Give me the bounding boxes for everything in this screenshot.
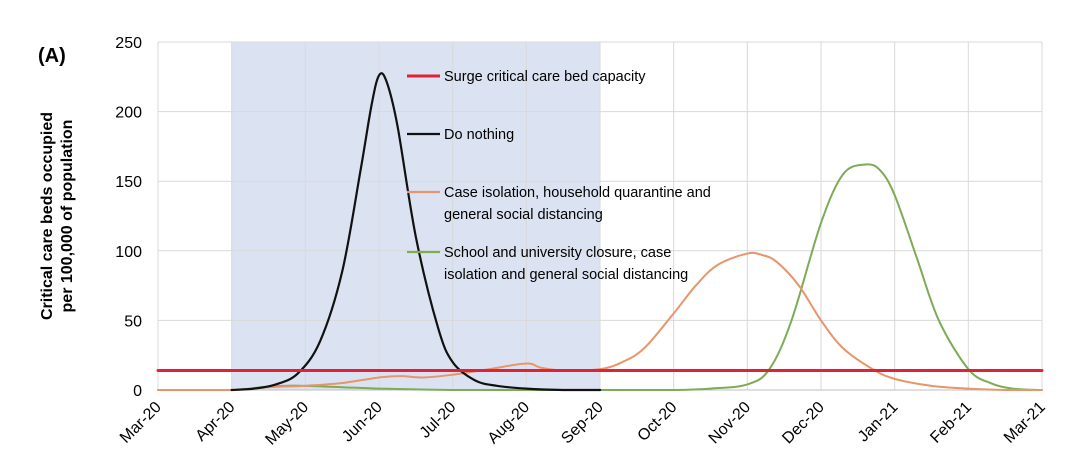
x-tick-label: Dec-20	[779, 399, 828, 448]
gridlines	[157, 41, 1043, 391]
x-tick-label: Feb-21	[927, 399, 975, 447]
legend: Surge critical care bed capacity Do nothi…	[407, 69, 711, 283]
legend-label-0: Surge critical care bed capacity	[444, 69, 646, 85]
x-tick-label: Oct-20	[635, 399, 681, 445]
legend-label-2: Case isolation, household quarantine and	[444, 185, 711, 201]
y-tick-label: 150	[115, 174, 142, 191]
series-lines	[156, 72, 1044, 392]
x-tick-label: Mar-20	[117, 399, 165, 447]
legend-label-1: Do nothing	[444, 127, 514, 143]
panel-label: (A)	[38, 45, 66, 67]
x-tick-label: Jul-20	[417, 399, 460, 442]
y-axis-label: Critical care beds occupied per 100,000 …	[39, 112, 76, 320]
x-tick-label: Jan-21	[855, 399, 902, 446]
y-tick-label: 250	[115, 35, 142, 52]
x-tick-label: Mar-21	[1001, 399, 1049, 447]
y-tick-label: 50	[124, 313, 142, 330]
x-tick-label: May-20	[262, 399, 312, 449]
legend-label-3: School and university closure, case	[444, 245, 671, 261]
x-tick-label: Apr-20	[193, 399, 239, 445]
intervention-period-shading	[231, 42, 600, 390]
y-tick-label: 0	[133, 383, 142, 400]
y-tick-label: 200	[115, 105, 142, 122]
x-tick-label: Nov-20	[706, 399, 755, 448]
legend-label-3: isolation and general social distancing	[444, 267, 688, 283]
y-tick-label: 100	[115, 244, 142, 261]
y-axis-label-line-1: Critical care beds occupied	[39, 112, 56, 320]
x-tick-label: Sep-20	[558, 399, 607, 448]
x-tick-label: Aug-20	[485, 399, 534, 448]
shaded-region	[231, 42, 600, 390]
x-tick-label: Jun-20	[339, 399, 386, 446]
legend-label-2: general social distancing	[444, 207, 603, 223]
x-axis-tick-labels: Mar-20 Apr-20 May-20 Jun-20 Jul-20 Aug-20 Sep-…	[117, 399, 1049, 449]
y-axis-tick-labels: 0 50 100 150 200 250	[115, 35, 142, 400]
y-axis-label-line-2: per 100,000 of population	[59, 120, 76, 313]
